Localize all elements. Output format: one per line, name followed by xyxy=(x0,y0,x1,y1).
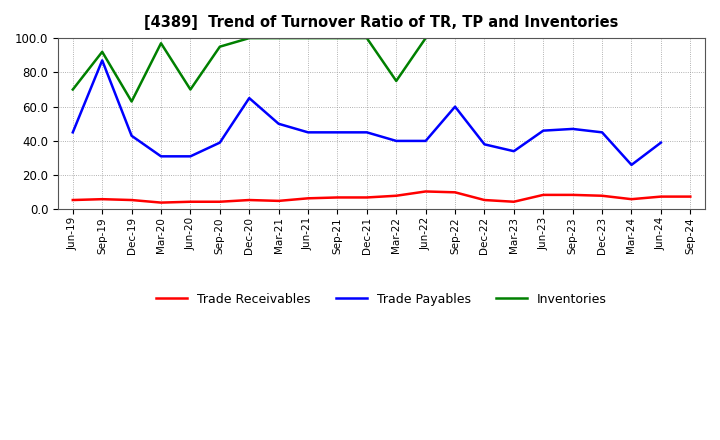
Trade Receivables xyxy=(274,198,283,204)
Trade Payables xyxy=(510,149,518,154)
Trade Receivables xyxy=(510,199,518,205)
Trade Receivables xyxy=(539,192,548,198)
Line: Trade Receivables: Trade Receivables xyxy=(73,191,690,202)
Inventories xyxy=(421,36,430,41)
Line: Inventories: Inventories xyxy=(73,38,426,102)
Trade Receivables xyxy=(333,195,342,200)
Trade Receivables xyxy=(127,198,136,203)
Trade Payables xyxy=(421,138,430,143)
Trade Receivables xyxy=(657,194,665,199)
Inventories xyxy=(98,49,107,55)
Trade Payables xyxy=(451,104,459,109)
Trade Payables xyxy=(333,130,342,135)
Trade Payables xyxy=(568,126,577,132)
Trade Receivables xyxy=(98,197,107,202)
Inventories xyxy=(127,99,136,104)
Trade Payables xyxy=(245,95,253,101)
Trade Receivables xyxy=(68,198,77,203)
Legend: Trade Receivables, Trade Payables, Inventories: Trade Receivables, Trade Payables, Inven… xyxy=(151,288,612,311)
Trade Payables xyxy=(98,58,107,63)
Trade Receivables xyxy=(157,200,166,205)
Trade Payables xyxy=(598,130,606,135)
Trade Receivables xyxy=(186,199,194,205)
Trade Payables xyxy=(157,154,166,159)
Inventories xyxy=(363,36,372,41)
Trade Receivables xyxy=(627,197,636,202)
Trade Payables xyxy=(127,133,136,139)
Inventories xyxy=(304,36,312,41)
Trade Payables xyxy=(363,130,372,135)
Trade Payables xyxy=(480,142,489,147)
Trade Receivables xyxy=(568,192,577,198)
Trade Payables xyxy=(539,128,548,133)
Inventories xyxy=(274,36,283,41)
Trade Receivables xyxy=(598,193,606,198)
Line: Trade Payables: Trade Payables xyxy=(73,60,661,165)
Trade Payables xyxy=(627,162,636,168)
Inventories xyxy=(245,36,253,41)
Trade Payables xyxy=(392,138,400,143)
Trade Payables xyxy=(304,130,312,135)
Trade Receivables xyxy=(480,198,489,203)
Trade Receivables xyxy=(392,193,400,198)
Trade Receivables xyxy=(451,190,459,195)
Trade Payables xyxy=(274,121,283,126)
Trade Receivables xyxy=(304,196,312,201)
Inventories xyxy=(157,40,166,46)
Trade Receivables xyxy=(363,195,372,200)
Trade Receivables xyxy=(421,189,430,194)
Trade Payables xyxy=(215,140,224,145)
Trade Payables xyxy=(68,130,77,135)
Trade Payables xyxy=(186,154,194,159)
Inventories xyxy=(215,44,224,49)
Inventories xyxy=(333,36,342,41)
Trade Receivables xyxy=(245,198,253,203)
Title: [4389]  Trend of Turnover Ratio of TR, TP and Inventories: [4389] Trend of Turnover Ratio of TR, TP… xyxy=(145,15,618,30)
Trade Payables xyxy=(657,140,665,145)
Inventories xyxy=(392,78,400,84)
Trade Receivables xyxy=(215,199,224,205)
Inventories xyxy=(186,87,194,92)
Inventories xyxy=(68,87,77,92)
Trade Receivables xyxy=(686,194,695,199)
